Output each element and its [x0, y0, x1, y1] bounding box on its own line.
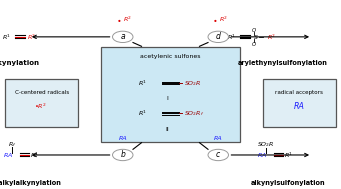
Text: $O$: $O$ — [251, 40, 257, 48]
Text: radical acceptors: radical acceptors — [275, 90, 323, 95]
Text: $SO_2R$: $SO_2R$ — [257, 140, 275, 149]
Text: c: c — [216, 150, 220, 160]
Text: RA: RA — [294, 102, 305, 111]
Text: $R^2$: $R^2$ — [219, 15, 228, 25]
FancyBboxPatch shape — [101, 47, 240, 142]
Text: $R^1$: $R^1$ — [138, 78, 147, 88]
Circle shape — [208, 31, 228, 43]
Text: b: b — [120, 150, 125, 160]
Circle shape — [113, 31, 133, 43]
Text: I: I — [166, 96, 168, 101]
Text: $R_f$: $R_f$ — [8, 140, 16, 149]
Text: $\bullet R^2$: $\bullet R^2$ — [33, 102, 47, 112]
FancyBboxPatch shape — [263, 79, 336, 127]
Text: alkynylation: alkynylation — [0, 60, 40, 66]
Text: arylethynylsulfonylation: arylethynylsulfonylation — [238, 60, 328, 66]
Text: $O$: $O$ — [251, 26, 257, 34]
Text: $R^1$: $R^1$ — [30, 150, 40, 160]
Text: RA: RA — [214, 136, 223, 141]
Text: $RA$: $RA$ — [3, 151, 14, 159]
Text: $R^1$: $R^1$ — [227, 32, 236, 42]
Text: a: a — [120, 32, 125, 41]
Text: alkynylsulfonylation: alkynylsulfonylation — [251, 180, 325, 186]
Text: $SO_2R$: $SO_2R$ — [184, 79, 202, 88]
Text: $R^1$: $R^1$ — [284, 150, 294, 160]
Text: $R^2$: $R^2$ — [27, 32, 36, 42]
Text: $R^2$: $R^2$ — [123, 15, 133, 25]
Text: $\bullet$: $\bullet$ — [212, 15, 217, 24]
Text: $\bullet$: $\bullet$ — [116, 15, 122, 24]
Text: C-centered radicals: C-centered radicals — [15, 90, 69, 95]
Text: $S$: $S$ — [253, 33, 258, 41]
Text: $R^1$: $R^1$ — [138, 109, 147, 118]
Text: acetylenic sulfones: acetylenic sulfones — [140, 54, 201, 59]
Text: RA: RA — [118, 136, 127, 141]
Text: $R^1$: $R^1$ — [2, 32, 11, 42]
Circle shape — [208, 149, 228, 161]
Text: $R^2$: $R^2$ — [267, 32, 276, 42]
Text: $SO_2R_f$: $SO_2R_f$ — [184, 109, 204, 118]
FancyBboxPatch shape — [5, 79, 78, 127]
Text: $RA$: $RA$ — [257, 151, 268, 159]
Circle shape — [113, 149, 133, 161]
Text: fluoroalkylalkynylation: fluoroalkylalkynylation — [0, 180, 61, 186]
Text: II: II — [165, 127, 169, 132]
Text: d: d — [216, 32, 221, 41]
